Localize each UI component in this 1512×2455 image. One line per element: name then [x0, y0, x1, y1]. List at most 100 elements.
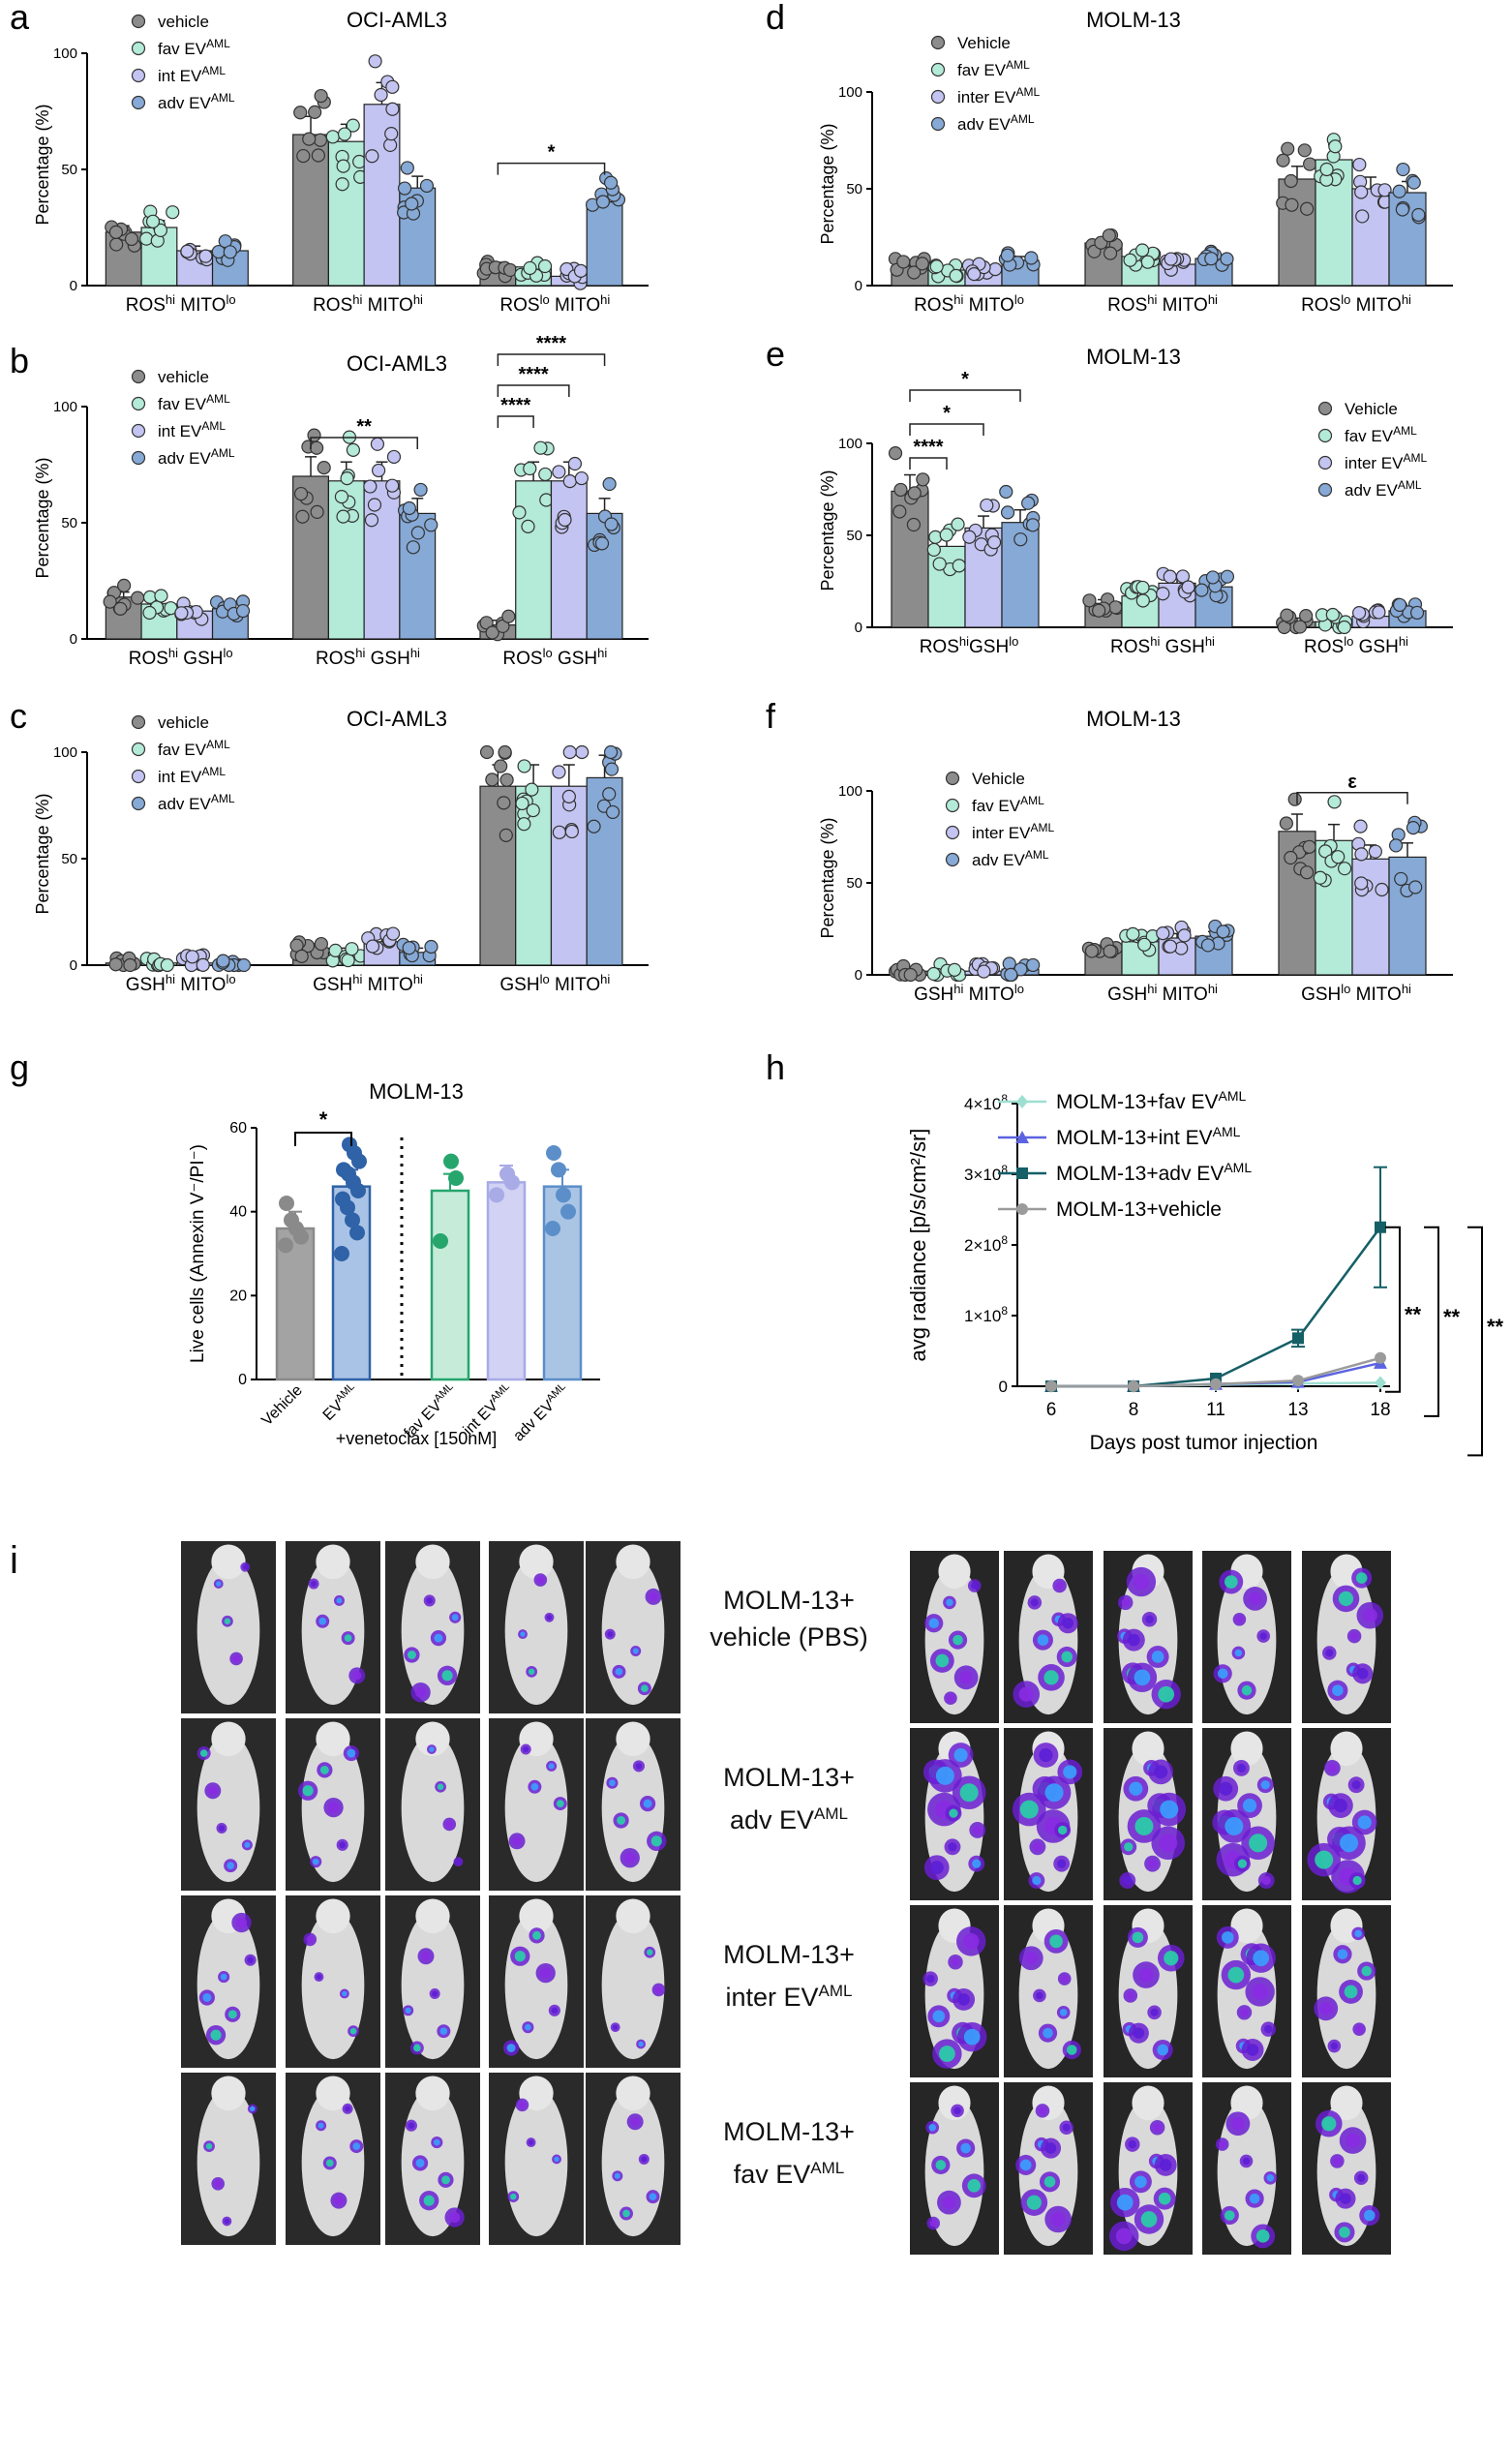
- signal-core: [439, 2027, 448, 2036]
- data-point: [1325, 607, 1340, 622]
- data-point: [537, 258, 553, 274]
- signal-core: [525, 2023, 531, 2031]
- signal-core: [455, 1859, 462, 1864]
- signal-core: [518, 2101, 527, 2109]
- y-tick-label: 100: [838, 84, 862, 101]
- signal-core: [512, 1836, 522, 1846]
- signal-core: [928, 2123, 936, 2132]
- signal-core: [929, 1861, 944, 1875]
- signal-core: [1157, 2044, 1168, 2056]
- legend-label: vehicle: [158, 368, 209, 386]
- mouse-head: [415, 1544, 450, 1580]
- signal-core: [1147, 1859, 1158, 1868]
- row-label-line2: inter EVAML: [678, 1973, 900, 2016]
- data-point: [325, 130, 340, 144]
- data-point: [605, 804, 620, 820]
- signal-core: [967, 2178, 982, 2193]
- x-tick-label: 18: [1370, 1400, 1390, 1420]
- data-point: [892, 504, 907, 519]
- signal-core: [935, 2160, 947, 2170]
- signal-core: [202, 1993, 212, 2002]
- x-tick-label: ROSlo MITOhi: [499, 292, 610, 317]
- signal-core: [1340, 1834, 1359, 1853]
- mouse-head: [616, 1721, 650, 1757]
- mouse-bioluminescence-image: [1202, 1905, 1291, 2077]
- row-label-sup: AML: [818, 1982, 853, 2000]
- signal-core: [339, 1841, 347, 1849]
- data-point: [499, 1166, 515, 1182]
- x-tick-label: ROShi MITOlo: [914, 292, 1024, 317]
- data-point: [313, 133, 328, 147]
- signal-core: [1062, 2123, 1071, 2132]
- data-point: [498, 744, 512, 760]
- mouse-svg: [601, 1898, 666, 2060]
- data-point: [124, 231, 139, 247]
- signal-core: [1055, 1582, 1064, 1591]
- chart-title: OCI-AML3: [347, 8, 447, 32]
- mouse-head: [1330, 2085, 1363, 2121]
- signal-core: [1340, 2193, 1351, 2204]
- signal-core: [214, 2180, 222, 2188]
- data-point: [363, 479, 378, 494]
- signal-core: [334, 2196, 344, 2205]
- signal-core: [1356, 1668, 1369, 1680]
- signal-core: [429, 1746, 435, 1752]
- data-point: [1353, 819, 1368, 833]
- mouse-bioluminescence-image: [1202, 2082, 1291, 2255]
- signal-core: [957, 1993, 970, 2006]
- data-point: [443, 1153, 459, 1169]
- x-tick-label: GSHhi MITOhi: [313, 972, 423, 996]
- legend-label: adv EVAML: [972, 848, 1049, 869]
- signal-core: [1159, 2159, 1172, 2171]
- legend-marker: [131, 68, 146, 83]
- signal-core: [609, 1779, 616, 1787]
- data-point: [1394, 871, 1408, 887]
- data-point: [1408, 880, 1423, 894]
- x-tick-label: 13: [1287, 1400, 1308, 1420]
- mouse-bioluminescence-image: [1004, 1728, 1093, 1900]
- mouse-svg: [1315, 2085, 1380, 2247]
- signal-core: [1151, 1651, 1164, 1663]
- panel-g: g MOLM-13 Live cells (Annexin V⁻/PI⁻) 0 20 40…: [10, 1047, 600, 1448]
- signal-core: [615, 1667, 623, 1676]
- signal-core: [247, 1956, 254, 1964]
- mouse-bioluminescence-image: [1104, 1905, 1193, 2077]
- data-point: [1123, 253, 1137, 267]
- mouse-bioluminescence-image: [1202, 1728, 1291, 1900]
- legend-label: adv EVAML: [158, 792, 235, 813]
- line-marker: [1016, 1203, 1028, 1215]
- mouse-row-label: MOLM-13+ inter EVAML: [678, 1936, 900, 2016]
- data-point: [108, 225, 124, 239]
- data-point: [103, 594, 117, 609]
- signal-core: [649, 1591, 658, 1602]
- y-tick-label: 50: [846, 875, 862, 892]
- signal-core: [638, 2041, 644, 2047]
- data-point: [385, 478, 400, 493]
- mouse-bioluminescence-image: [286, 2073, 380, 2245]
- data-point: [926, 542, 941, 558]
- line-marker: [1375, 1351, 1386, 1364]
- row-label-text: vehicle (PBS): [710, 1622, 868, 1652]
- panel-letter: c: [10, 696, 27, 736]
- data-point: [1103, 944, 1117, 958]
- data-point: [1163, 569, 1177, 584]
- data-point: [595, 195, 611, 209]
- legend-label: adv EVAML: [158, 446, 235, 468]
- data-point: [562, 744, 577, 760]
- signal-core: [434, 1633, 443, 1643]
- data-point: [308, 105, 322, 119]
- bar: [586, 201, 623, 287]
- legend-marker: [131, 41, 146, 56]
- legend-marker: [131, 796, 146, 811]
- row-label-text: inter EV: [725, 1983, 819, 2012]
- mouse-bioluminescence-image: [286, 1718, 380, 1891]
- data-point: [279, 1196, 294, 1211]
- signal-core: [1242, 2157, 1251, 2166]
- signal-core: [1351, 1780, 1361, 1790]
- mouse-bioluminescence-image: [286, 1895, 380, 2068]
- signal-core: [953, 1747, 968, 1763]
- signal-core: [1134, 1669, 1151, 1686]
- signal-core: [1159, 1834, 1178, 1853]
- signal-core: [1133, 2027, 1145, 2039]
- legend-label: Vehicle: [972, 770, 1025, 788]
